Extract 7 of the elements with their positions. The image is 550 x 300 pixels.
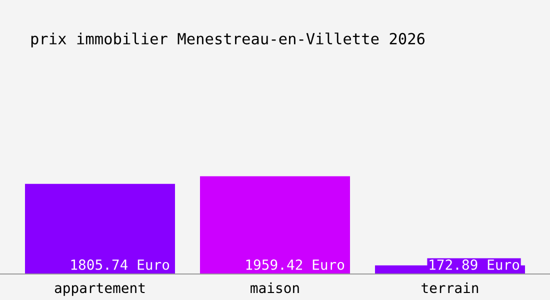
data-label: 172.89 Euro — [430, 259, 520, 270]
x-tick-label: terrain — [422, 282, 478, 294]
x-tick-label: maison — [250, 282, 299, 294]
data-label: 1805.74 Euro — [71, 259, 170, 270]
data-label: 1959.42 Euro — [246, 259, 344, 270]
x-tick-label: appartement — [54, 283, 145, 296]
chart-title: prix immobilier Menestreau-en-Villette 2026 — [31, 32, 425, 48]
